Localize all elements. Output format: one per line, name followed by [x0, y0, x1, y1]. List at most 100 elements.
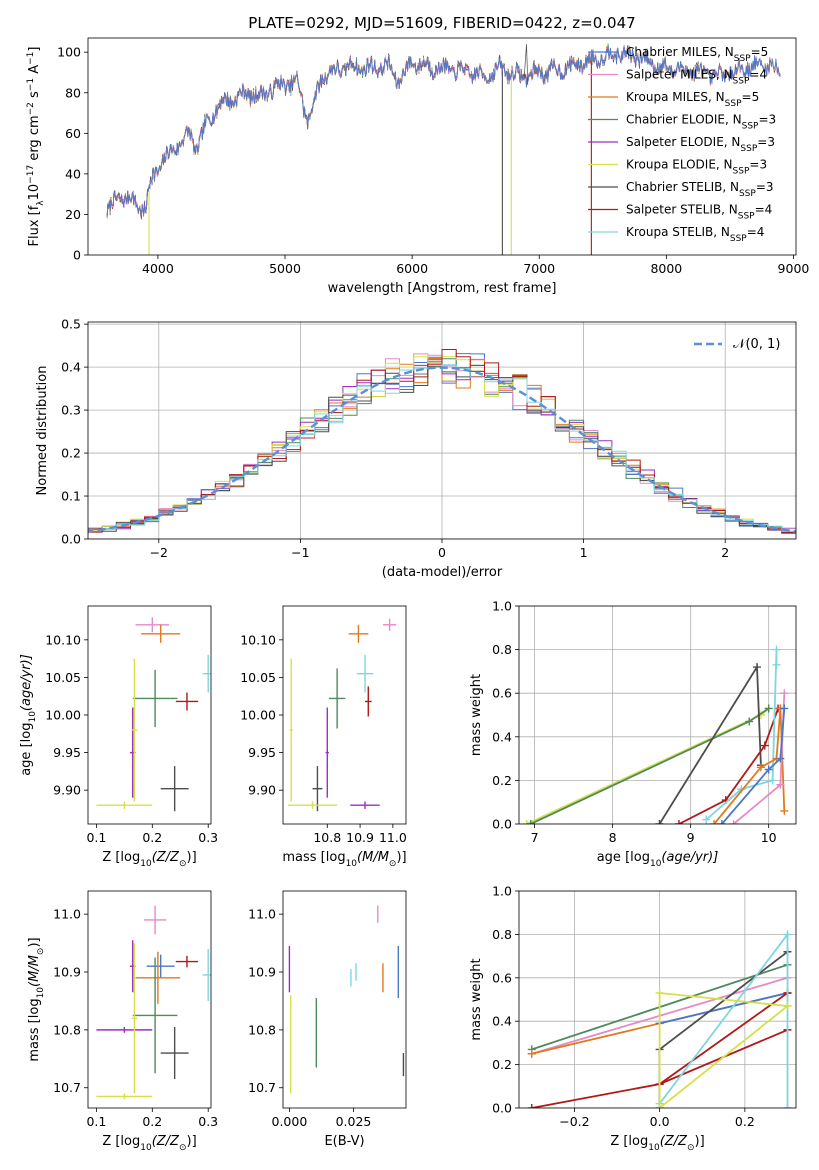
legend-entry: Kroupa ELODIE, NSSP=3: [626, 158, 767, 177]
age-vs-mass-plot-area: [287, 618, 397, 812]
weight-line-chabrier_miles: [659, 992, 788, 1025]
y-tick-label: 10.9: [248, 965, 276, 980]
weight-marker: [655, 988, 664, 997]
weight-marker: [527, 1049, 536, 1058]
y-tick-label: 0.3: [61, 403, 81, 418]
label-part: =3: [749, 158, 767, 172]
weight-marker: [527, 1104, 536, 1108]
label-part: 10: [27, 184, 42, 201]
y-tick-label: 9.95: [248, 745, 276, 760]
x-axis-label: E(B-V): [324, 1134, 364, 1149]
label-part: 10: [28, 711, 38, 723]
label-part: −17: [26, 165, 36, 184]
x-tick-label: 5000: [269, 261, 301, 276]
y-tick-label: 100: [57, 45, 81, 60]
mass-vs-Z-plot-area: [96, 905, 211, 1100]
label-part: ⊙: [179, 1143, 187, 1153]
x-tick-label: 8000: [650, 261, 682, 276]
gaussian-curve: [88, 366, 796, 533]
weight-marker: [783, 1002, 792, 1011]
y-tick-label: 0.2: [492, 1057, 512, 1072]
y-tick-label: 0.8: [492, 642, 512, 657]
label-part: (M/M: [27, 955, 42, 987]
label-part: 10: [650, 859, 662, 869]
label-part: −1: [26, 78, 36, 91]
x-tick-label: 0.3: [198, 830, 218, 845]
y-tick-label: 10.7: [53, 1080, 81, 1095]
y-axis-label: mass weight: [469, 674, 484, 756]
y-axis-label: age [log10(age/yr)]: [19, 654, 38, 776]
x-tick-label: 0: [438, 545, 446, 560]
y-tick-label: 0.4: [61, 360, 81, 375]
label-part: (Z/Z: [152, 1134, 180, 1149]
x-tick-label: 10.8: [313, 830, 341, 845]
x-tick-label: 0.1: [86, 1114, 106, 1129]
legend-entry: Salpeter ELODIE, NSSP=3: [626, 135, 775, 154]
residual-histogram-panel: −2 −1 0 1 2 0.0 0.1 0.2 0.3 0.4 0.5 (data-model)/er…: [35, 317, 797, 580]
label-part: 10: [140, 859, 152, 869]
label-part: ⊙: [36, 948, 46, 956]
age-vs-Z-plot-area: [96, 617, 211, 812]
y-tick-label: 0.4: [492, 729, 512, 744]
y-tick-label: 0.4: [492, 1014, 512, 1029]
weight-marker: [710, 820, 719, 824]
label-part: (Z/Z: [660, 1134, 688, 1149]
weight-marker: [756, 763, 765, 772]
label-part: Flux [f: [27, 205, 42, 246]
label-part: =4: [749, 68, 767, 82]
label-part: A: [27, 65, 42, 78]
label-part: SSP: [740, 144, 757, 154]
weight-marker: [655, 820, 664, 824]
spectrum-panel: 4000 5000 6000 7000 8000 9000 0 20 40 60 80 100 PLAT…: [26, 14, 809, 296]
weight-marker: [717, 820, 726, 824]
label-part: =3: [758, 113, 776, 127]
weight-marker: [776, 754, 785, 763]
weight-marker: [783, 930, 792, 939]
x-tick-label: 7000: [523, 261, 555, 276]
legend-entry: Chabrier ELODIE, NSSP=3: [626, 113, 776, 132]
y-tick-label: 10.05: [240, 670, 276, 685]
legend-entry: 𝒩(0, 1): [733, 337, 780, 352]
y-axis-label: mass weight: [469, 958, 484, 1040]
x-tick-label: 0.3: [198, 1114, 218, 1129]
axes-frame: [87, 605, 212, 825]
weight-marker: [776, 780, 785, 789]
label-part: 10: [648, 1143, 660, 1153]
x-tick-label: −0.2: [559, 1114, 589, 1129]
y-tick-label: 10.00: [240, 708, 276, 723]
axes-frame: [282, 890, 407, 1109]
x-tick-label: 0.1: [86, 830, 106, 845]
y-tick-label: 0.2: [61, 446, 81, 461]
label-part: mass [log: [282, 850, 345, 865]
label-part: )]: [187, 850, 197, 865]
x-axis-label: Z [log10(Z/Z⊙)]: [610, 1134, 704, 1153]
label-part: )]: [396, 850, 406, 865]
y-tick-label: 0.8: [492, 927, 512, 942]
label-part: Kroupa ELODIE, N: [626, 158, 733, 172]
y-tick-label: 0.0: [492, 817, 512, 832]
y-tick-label: 0.5: [61, 317, 81, 332]
x-tick-label: 10.9: [346, 830, 374, 845]
label-part: SSP: [739, 189, 756, 199]
y-tick-label: 10.10: [240, 632, 276, 647]
x-tick-label: 0.025: [336, 1114, 372, 1129]
weight-marker: [780, 704, 789, 713]
x-axis-label: Z [log10(Z/Z⊙)]: [102, 850, 196, 869]
mass-vs-EBV-panel: 0.000 0.025 10.7 10.8 10.9 11.0 E(B-V): [248, 890, 407, 1149]
y-tick-label: 0.6: [492, 970, 512, 985]
legend-entry: Kroupa MILES, NSSP=5: [626, 90, 759, 109]
label-part: SSP: [734, 54, 751, 64]
label-part: SSP: [742, 122, 759, 132]
y-tick-label: 10.7: [248, 1080, 276, 1095]
weight-marker: [764, 765, 773, 774]
x-tick-label: 9: [687, 830, 695, 845]
y-tick-label: 1.0: [492, 599, 512, 614]
x-tick-label: 2: [721, 545, 729, 560]
axes-frame: [518, 605, 797, 825]
y-tick-label: 0.2: [492, 773, 512, 788]
axes-frame: [87, 890, 212, 1109]
label-part: λ: [36, 200, 46, 206]
label-part: =4: [755, 203, 773, 217]
label-part: Z [log: [610, 1134, 648, 1149]
